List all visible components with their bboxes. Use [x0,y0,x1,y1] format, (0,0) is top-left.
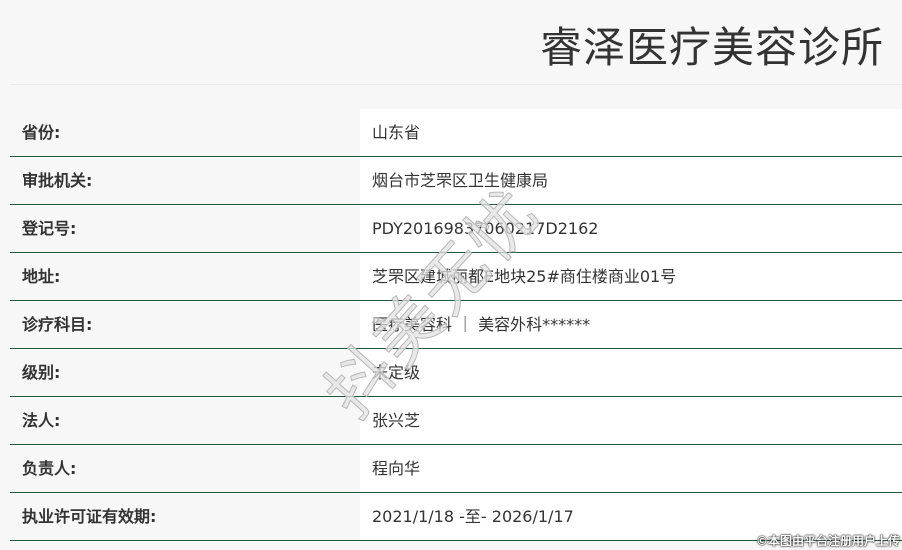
table-row: 法人: 张兴芝 [10,397,902,445]
table-row: 执业许可证有效期: 2021/1/18 -至- 2026/1/17 [10,493,902,541]
row-value: PDY20169837060217D2162 [360,205,902,252]
row-value: 2021/1/18 -至- 2026/1/17 [360,493,902,540]
row-label: 登记号: [10,205,360,252]
table-row: 省份: 山东省 [10,109,902,157]
row-value: 程向华 [360,445,902,492]
row-label: 负责人: [10,445,360,492]
row-value: 芝罘区建城丽都E地块25#商住楼商业01号 [360,253,902,300]
table-row: 诊疗科目: 医疗美容科 ｜ 美容外科****** [10,301,902,349]
info-table: 省份: 山东省 审批机关: 烟台市芝罘区卫生健康局 登记号: PDY20169837060… [10,109,902,541]
page-title: 睿泽医疗美容诊所 [539,23,884,72]
row-value: 山东省 [360,109,902,156]
row-value: 张兴芝 [360,397,902,444]
row-value: 医疗美容科 ｜ 美容外科****** [360,301,902,348]
row-label: 审批机关: [10,157,360,204]
table-row: 审批机关: 烟台市芝罘区卫生健康局 [10,157,902,205]
row-label: 级别: [10,349,360,396]
row-label: 诊疗科目: [10,301,360,348]
row-value: 未定级 [360,349,902,396]
table-row: 登记号: PDY20169837060217D2162 [10,205,902,253]
table-row: 负责人: 程向华 [10,445,902,493]
upload-notice: ©本图由平台注册用户上传 [755,534,900,548]
row-label: 省份: [10,109,360,156]
row-value: 烟台市芝罘区卫生健康局 [360,157,902,204]
table-row: 级别: 未定级 [10,349,902,397]
table-row: 地址: 芝罘区建城丽都E地块25#商住楼商业01号 [10,253,902,301]
row-label: 执业许可证有效期: [10,493,360,540]
row-label: 地址: [10,253,360,300]
divider [10,84,902,85]
row-label: 法人: [10,397,360,444]
